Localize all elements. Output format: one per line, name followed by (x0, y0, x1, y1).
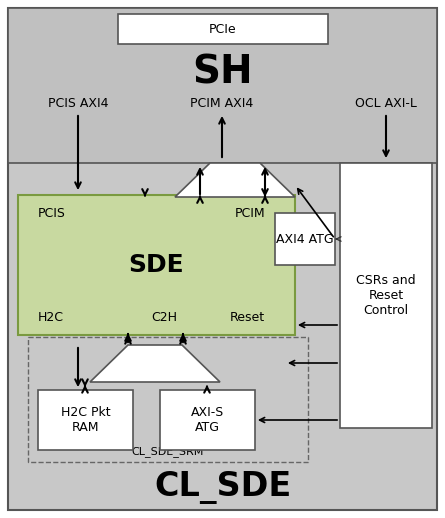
Text: PCIS: PCIS (38, 207, 66, 220)
Text: AXI4 ATG: AXI4 ATG (276, 233, 334, 246)
Polygon shape (90, 345, 220, 382)
Polygon shape (175, 163, 295, 197)
FancyBboxPatch shape (18, 195, 295, 335)
Text: H2C: H2C (38, 310, 64, 324)
Text: PCIM AXI4: PCIM AXI4 (190, 96, 254, 109)
FancyBboxPatch shape (160, 390, 255, 450)
FancyBboxPatch shape (118, 14, 328, 44)
Text: SDE: SDE (129, 253, 184, 277)
FancyBboxPatch shape (38, 390, 133, 450)
Text: CL_SDE_SRM: CL_SDE_SRM (132, 447, 204, 457)
Text: AXI-S
ATG: AXI-S ATG (191, 406, 224, 434)
Text: SH: SH (193, 53, 253, 91)
Text: C2H: C2H (151, 310, 177, 324)
Text: CSRs and
Reset
Control: CSRs and Reset Control (356, 274, 416, 317)
Text: OCL AXI-L: OCL AXI-L (355, 96, 417, 109)
FancyBboxPatch shape (8, 8, 437, 163)
FancyBboxPatch shape (340, 163, 432, 428)
Text: H2C Pkt
RAM: H2C Pkt RAM (61, 406, 110, 434)
Text: Reset: Reset (230, 310, 265, 324)
Text: PCIe: PCIe (209, 22, 237, 36)
Text: PCIM: PCIM (235, 207, 266, 220)
Text: PCIS AXI4: PCIS AXI4 (48, 96, 108, 109)
FancyBboxPatch shape (8, 8, 437, 510)
FancyBboxPatch shape (275, 213, 335, 265)
Text: CL_SDE: CL_SDE (154, 470, 291, 503)
